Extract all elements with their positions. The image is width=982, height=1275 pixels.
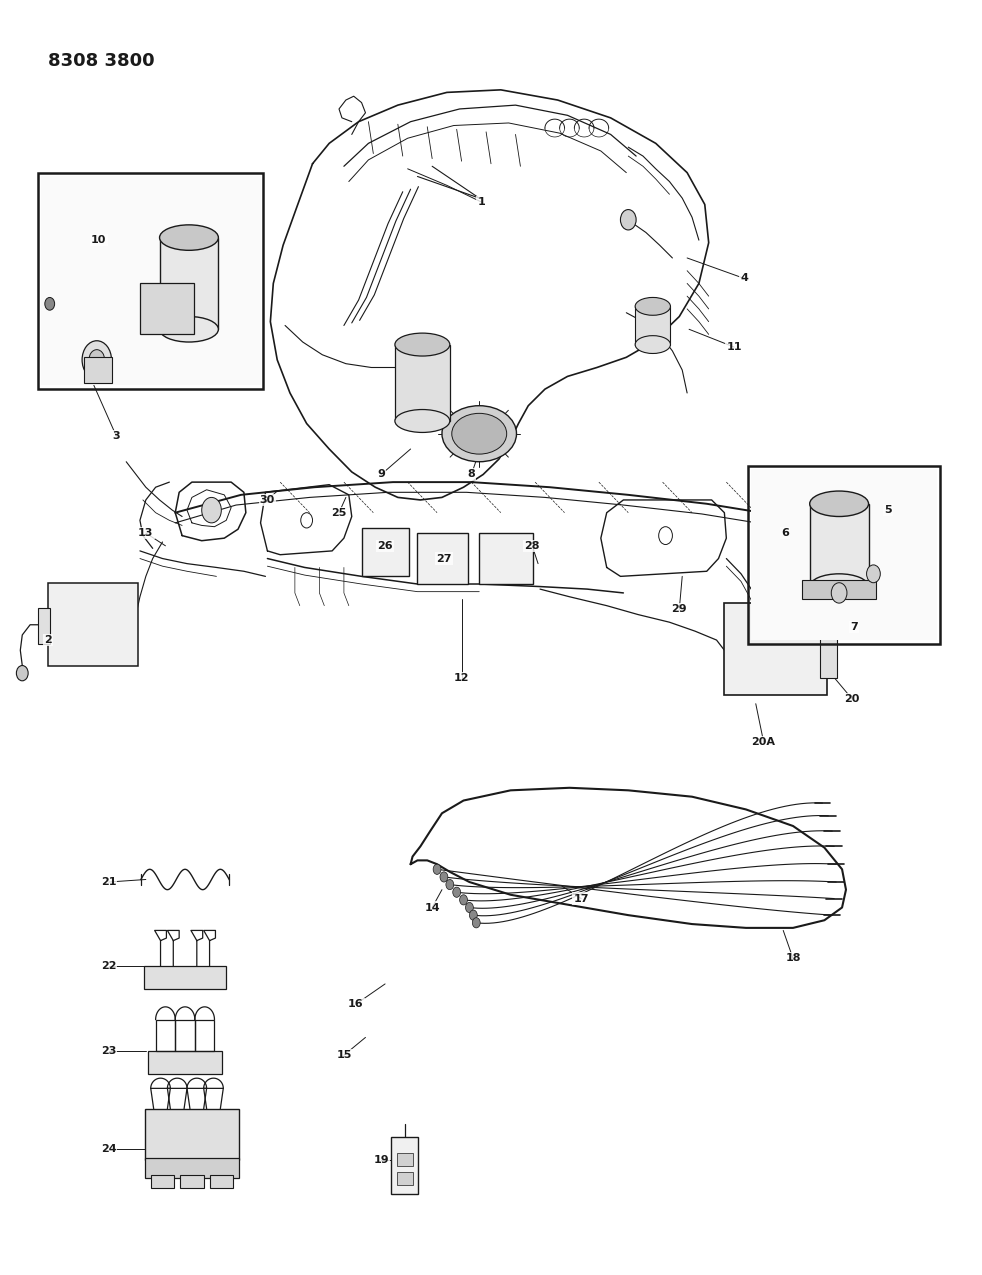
Circle shape [440,872,448,882]
Bar [175,1020,194,1052]
Ellipse shape [159,224,218,250]
Ellipse shape [395,333,450,356]
Text: 15: 15 [336,1051,352,1061]
Text: 4: 4 [740,273,748,283]
Ellipse shape [452,413,507,454]
Text: 11: 11 [727,342,742,352]
Text: 13: 13 [138,528,153,538]
Circle shape [832,583,846,603]
Bar [748,465,940,644]
Bar [725,603,828,695]
Bar [810,504,868,586]
Text: 18: 18 [786,954,800,964]
Bar [155,1020,175,1052]
Text: 6: 6 [782,528,790,538]
Text: 8308 3800: 8308 3800 [48,52,154,70]
Bar [361,528,409,576]
Ellipse shape [159,316,218,342]
Bar [802,580,876,599]
Text: 28: 28 [524,541,540,551]
Text: 16: 16 [348,1000,363,1010]
Text: 5: 5 [885,505,892,515]
Text: 3: 3 [113,431,120,441]
Circle shape [17,666,28,681]
Text: 2: 2 [44,635,52,645]
Bar [41,176,260,385]
Circle shape [45,297,55,310]
Circle shape [460,895,467,905]
Bar [391,1137,418,1195]
Text: 22: 22 [101,961,116,972]
Ellipse shape [810,574,868,599]
Circle shape [89,349,105,370]
Circle shape [866,565,880,583]
Bar [140,283,193,334]
Bar [38,608,50,644]
Bar [144,1159,239,1178]
Text: 12: 12 [454,673,469,683]
Text: 1: 1 [477,196,485,207]
Text: 23: 23 [101,1047,116,1057]
Bar [751,469,937,640]
Bar [48,583,138,666]
Text: 9: 9 [377,469,385,479]
Bar [820,625,838,678]
Circle shape [472,918,480,928]
Bar [635,306,671,344]
Ellipse shape [442,405,517,462]
Ellipse shape [810,491,868,516]
Circle shape [465,903,473,913]
Circle shape [453,887,461,898]
Ellipse shape [635,335,671,353]
Circle shape [201,497,221,523]
Text: 25: 25 [331,507,347,518]
Bar [84,357,112,382]
Text: 29: 29 [672,604,687,615]
Text: 10: 10 [91,235,106,245]
Bar [397,1154,412,1167]
Text: 19: 19 [373,1155,389,1164]
Circle shape [82,340,112,379]
Text: 21: 21 [101,877,116,887]
Bar [159,237,218,329]
Bar [395,344,450,421]
Circle shape [433,864,441,875]
Bar [144,966,226,989]
Bar [150,1176,174,1188]
Text: 8: 8 [467,469,475,479]
Text: 17: 17 [573,894,589,904]
Circle shape [621,209,636,230]
Text: 20A: 20A [751,737,776,747]
Bar [194,1020,214,1052]
Bar [147,1052,222,1075]
Circle shape [446,880,454,890]
Text: 14: 14 [424,903,440,913]
Text: 26: 26 [377,541,393,551]
Text: 30: 30 [260,495,275,505]
Bar [180,1176,203,1188]
Bar [144,1109,239,1160]
Ellipse shape [395,409,450,432]
Ellipse shape [635,297,671,315]
Text: 27: 27 [436,553,452,564]
Bar [479,533,533,584]
Bar [417,533,468,584]
Bar [209,1176,233,1188]
Circle shape [469,910,477,921]
Text: 20: 20 [845,694,859,704]
Text: 24: 24 [101,1145,117,1154]
Text: 7: 7 [850,622,857,632]
Bar [38,172,263,389]
Bar [397,1173,412,1186]
